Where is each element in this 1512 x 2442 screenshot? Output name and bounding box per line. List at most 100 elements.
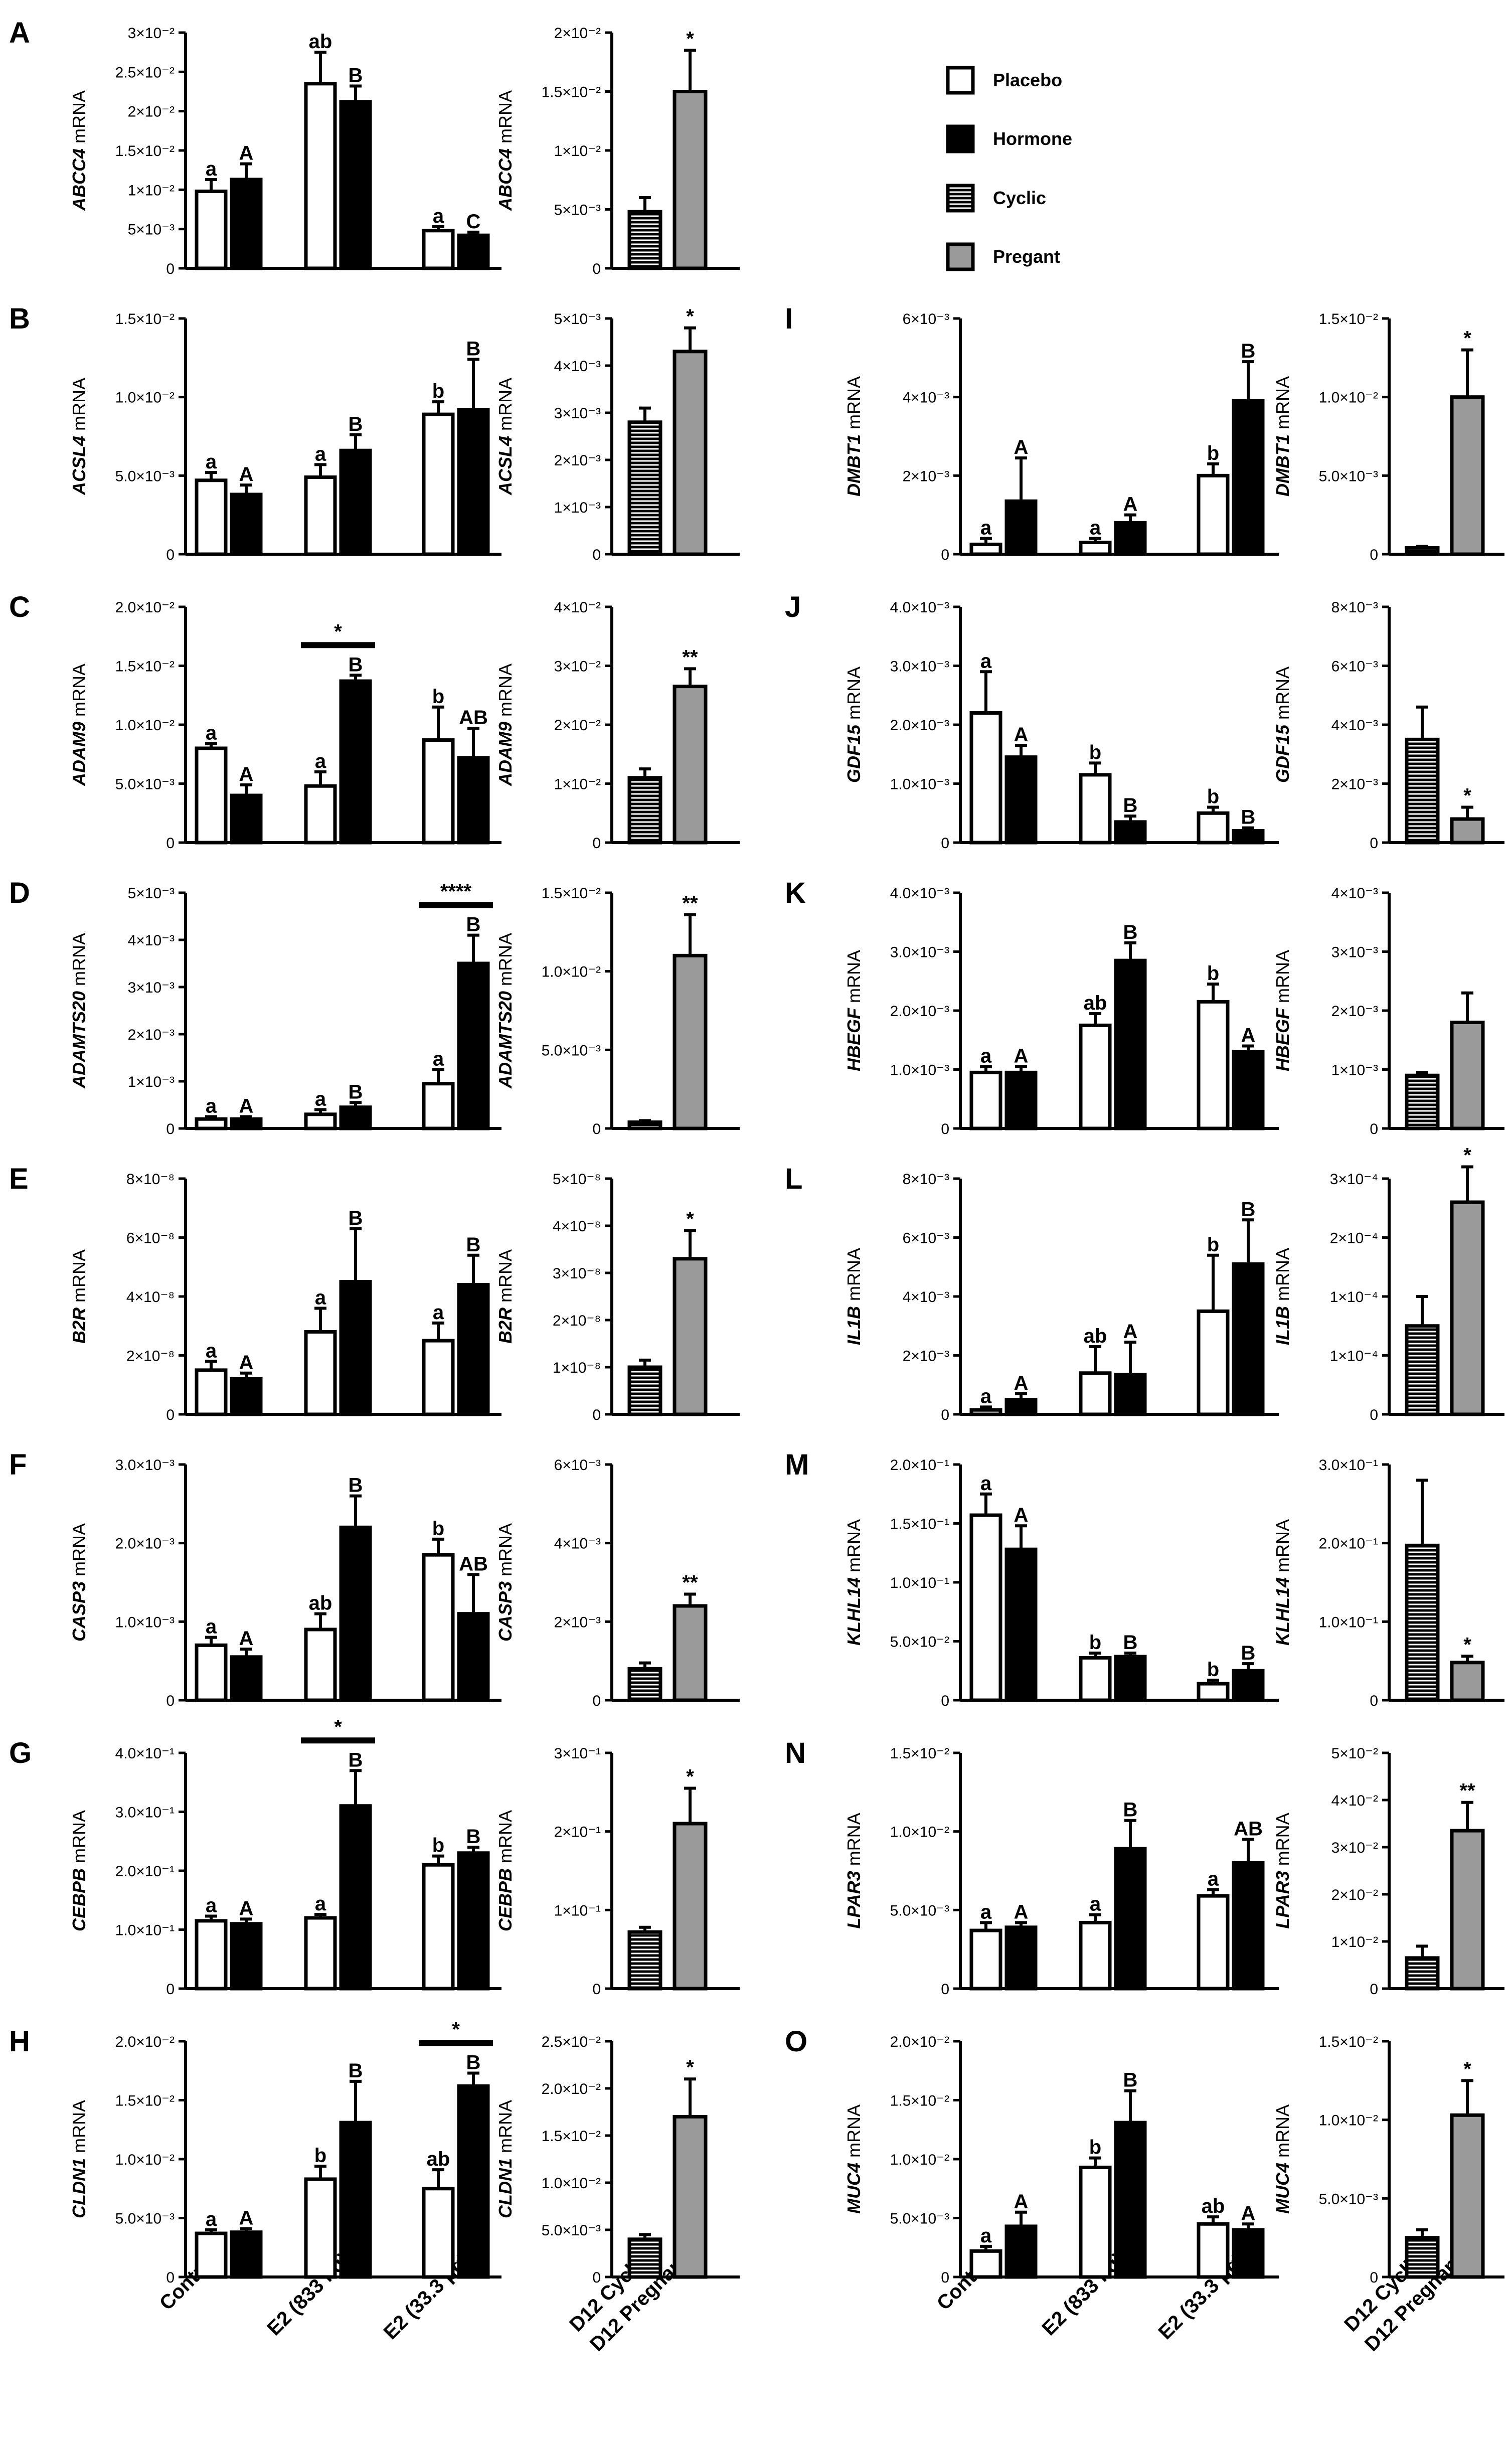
panel-m-treatment-y-tick-label: 2.0×10⁻¹: [890, 1457, 949, 1474]
panel-k-treatment-group-letter: a: [980, 1045, 992, 1067]
panel-h-treatment-group-letter: b: [314, 2145, 326, 2167]
panel-o-treatment-group-letter: A: [1241, 2202, 1256, 2224]
panel-e-treatment-group-letter: B: [349, 1207, 363, 1229]
panel-f-treatment-group-letter: B: [349, 1475, 363, 1497]
panel-o-treatment-group-letter: ab: [1202, 2195, 1225, 2217]
panel-d-treatment-y-tick-label: 2×10⁻³: [128, 1027, 175, 1043]
panel-i-pregnancy-gene-name: DMBT1: [1272, 434, 1293, 497]
panel-g-treatment-group-letter: a: [206, 1894, 217, 1916]
panel-f-treatment-mrna-suffix: mRNA: [69, 1523, 89, 1581]
panel-f-pregnancy-bar-cyclic: [627, 1667, 662, 1702]
panel-j-treatment-group-letter: A: [1014, 724, 1029, 746]
panel-m-treatment-group-letter: B: [1123, 1632, 1138, 1654]
panel-j-pregnancy-bar-pregnant: [1450, 817, 1485, 845]
panel-h-treatment-y-tick-label: 2.0×10⁻²: [115, 2034, 175, 2050]
legend-label-cyclic: Cyclic: [993, 188, 1046, 208]
panel-o-treatment-group-letter: B: [1123, 2069, 1138, 2091]
panel-l-treatment-bar-placebo-0: [969, 1408, 1002, 1416]
panel-g-pregnancy-y-axis-label: CEBPB mRNA: [495, 1810, 516, 1931]
panel-m-pregnancy-bar-cyclic: [1405, 1543, 1440, 1702]
panel-c-treatment-y-tick-label: 0: [166, 835, 175, 852]
panel-l-pregnancy-y-tick-label: 1×10⁻⁴: [1330, 1289, 1378, 1306]
panel-l-pregnancy-y-tick-label: 1×10⁻⁴: [1330, 1348, 1378, 1365]
panel-j-treatment-group-letter: B: [1241, 806, 1256, 829]
panel-f-pregnancy-mrna-suffix: mRNA: [495, 1523, 516, 1581]
panel-g-pregnancy-gene-name: CEBPB: [495, 1868, 516, 1931]
panel-g-pregnancy-y-tick-label: 3×10⁻¹: [554, 1745, 601, 1762]
panel-h-pregnancy-y-tick-label: 2.5×10⁻²: [542, 2034, 601, 2050]
panel-i-treatment-group-letter: A: [1014, 436, 1029, 458]
panel-j-treatment-group-letter: b: [1089, 741, 1101, 763]
panel-d-treatment-y-axis-label: ADAMTS20 mRNA: [69, 933, 89, 1089]
legend-label-pregnant: Pregant: [993, 246, 1060, 267]
panel-o-treatment-gene-name: MUC4: [844, 2163, 864, 2214]
panel-l-pregnancy-y-axis-label: IL1B mRNA: [1272, 1248, 1293, 1345]
legend-swatch-hormone: [946, 124, 975, 153]
panel-d-pregnancy-y-tick-label: 5.0×10⁻³: [542, 1042, 601, 1059]
panel-l-treatment-group-letter: A: [1014, 1372, 1029, 1394]
panel-h-treatment-group-letter: a: [206, 2208, 217, 2230]
panel-k-pregnancy-bar-cyclic: [1405, 1073, 1440, 1130]
panel-letter-k: K: [785, 877, 806, 909]
panel-i-treatment-y-tick-label: 2×10⁻³: [903, 468, 949, 484]
panel-n-treatment-group-letter: B: [1123, 1799, 1138, 1821]
panel-g-treatment-group-letter: B: [466, 1826, 481, 1848]
panel-b-treatment-y-tick-label: 1.5×10⁻²: [115, 311, 175, 328]
panel-k-treatment-bar-placebo-0: [969, 1070, 1002, 1130]
panel-e-treatment-y-tick-label: 0: [166, 1407, 175, 1423]
panel-n-treatment-mrna-suffix: mRNA: [844, 1813, 864, 1871]
panel-o-pregnancy-y-tick-label: 5.0×10⁻³: [1319, 2191, 1378, 2207]
legend-swatch-cyclic: [946, 184, 975, 213]
panel-b-treatment-group-letter: A: [239, 463, 254, 485]
panel-c-treatment-y-tick-label: 2.0×10⁻²: [115, 599, 175, 616]
panel-l-treatment-bar-hormone-1: [1114, 1373, 1147, 1416]
panel-a-pregnancy-y-tick-label: 5×10⁻³: [554, 202, 601, 219]
panel-l-pregnancy-significance-star: *: [1463, 1145, 1471, 1167]
panel-l-treatment-y-tick-label: 0: [941, 1407, 949, 1423]
panel-k-treatment-bar-hormone-2: [1232, 1050, 1265, 1130]
panel-l-treatment-group-letter: b: [1207, 1234, 1219, 1256]
panel-j-treatment-bar-placebo-1: [1079, 773, 1112, 845]
panel-a-treatment-group-letter: C: [466, 211, 481, 233]
panel-a-treatment-y-tick-label: 1×10⁻²: [128, 182, 175, 199]
panel-i-treatment-bar-hormone-1: [1114, 521, 1147, 556]
panel-b-treatment-group-letter: a: [315, 443, 326, 465]
panel-k-treatment-gene-name: HBEGF: [844, 1008, 864, 1071]
panel-n-treatment-group-letter: a: [980, 1901, 992, 1923]
panel-o-pregnancy-bar-cyclic: [1405, 2236, 1440, 2279]
panel-m-treatment-y-tick-label: 5.0×10⁻²: [890, 1634, 949, 1651]
panel-letter-a: A: [9, 17, 30, 49]
panel-c-treatment-bar-placebo-2: [422, 738, 455, 845]
panel-i-pregnancy-bar-pregnant: [1450, 395, 1485, 556]
panel-b-pregnancy-y-tick-label: 0: [592, 547, 601, 563]
panel-g-treatment-y-tick-label: 4.0×10⁻¹: [115, 1745, 175, 1762]
panel-d-treatment-gene-name: ADAMTS20: [69, 991, 89, 1089]
panel-k-treatment-y-tick-label: 0: [941, 1121, 949, 1137]
panel-e-pregnancy-y-axis-label: B2R mRNA: [495, 1249, 516, 1344]
panel-n-treatment-y-tick-label: 0: [941, 1981, 949, 1998]
panel-j-pregnancy-significance-star: *: [1463, 785, 1471, 807]
panel-k-treatment-y-tick-label: 3.0×10⁻³: [890, 944, 949, 961]
panel-m-treatment-bar-placebo-0: [969, 1513, 1002, 1702]
panel-b-pregnancy-y-tick-label: 5×10⁻³: [554, 311, 601, 328]
panel-c-treatment-bar-hormone-1: [339, 679, 372, 845]
panel-i-treatment-group-letter: B: [1241, 340, 1256, 362]
panel-d-treatment-group-letter: a: [206, 1095, 217, 1117]
panel-c-pregnancy-y-tick-label: 3×10⁻²: [554, 659, 601, 675]
panel-b-treatment-group-letter: a: [206, 451, 217, 473]
panel-c-pregnancy-y-axis-label: ADAM9 mRNA: [495, 664, 516, 786]
panel-i-treatment-bar-placebo-0: [969, 542, 1002, 556]
panel-h-pregnancy-bar-cyclic: [627, 2237, 662, 2279]
panel-o-treatment-bar-hormone-0: [1004, 2224, 1038, 2279]
panel-f-pregnancy-significance-star: **: [682, 1572, 698, 1594]
panel-l-treatment-y-axis-label: IL1B mRNA: [844, 1248, 864, 1345]
panel-g-treatment-bar-hormone-1: [339, 1804, 372, 1991]
panel-g-treatment-gene-name: CEBPB: [69, 1868, 89, 1931]
panel-d-treatment-bar-placebo-0: [195, 1117, 228, 1130]
panel-n-treatment-y-tick-label: 1.5×10⁻²: [890, 1745, 949, 1762]
panel-l-treatment-y-tick-label: 2×10⁻³: [903, 1348, 949, 1365]
panel-j-pregnancy-y-tick-label: 8×10⁻³: [1331, 599, 1378, 616]
panel-l-treatment-y-tick-label: 6×10⁻³: [903, 1230, 949, 1247]
panel-d-treatment-y-tick-label: 0: [166, 1121, 175, 1137]
panel-a-treatment-group-letter: ab: [309, 31, 332, 53]
